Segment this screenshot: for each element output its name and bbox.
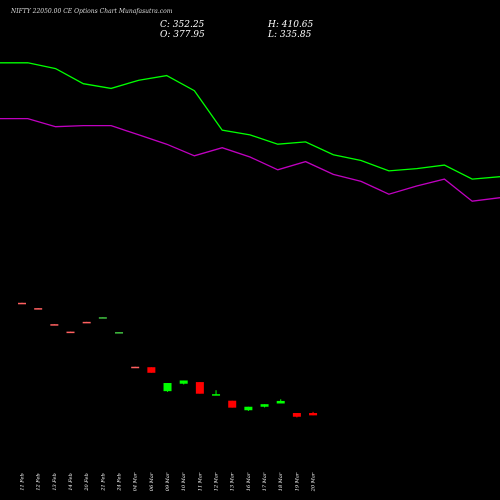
x-tick-label: 18 Mar bbox=[278, 472, 284, 491]
candle-body bbox=[131, 366, 140, 369]
x-tick-label: 24 Feb bbox=[117, 473, 123, 491]
x-tick-label: 11 Feb bbox=[20, 473, 26, 490]
close-value: C: 352.25 bbox=[160, 20, 205, 30]
x-tick-label: 09 Mar bbox=[165, 472, 171, 491]
x-tick-label: 04 Mar bbox=[133, 472, 139, 491]
candle-body bbox=[276, 400, 285, 404]
candle-body bbox=[66, 331, 75, 334]
indicator-line-2 bbox=[0, 117, 500, 202]
x-tick-label: 11 Mar bbox=[197, 472, 203, 491]
x-tick-label: 17 Mar bbox=[262, 472, 268, 491]
candle-body bbox=[244, 406, 253, 411]
x-tick-label: 12 Feb bbox=[36, 473, 42, 490]
open-value: O: 377.95 bbox=[160, 30, 205, 40]
candle-body bbox=[228, 400, 237, 408]
candle-body bbox=[179, 380, 188, 384]
candle-body bbox=[212, 394, 221, 396]
candle-body bbox=[18, 302, 26, 305]
candle-body bbox=[260, 404, 269, 407]
candle-body bbox=[147, 367, 156, 373]
candle-body bbox=[292, 413, 301, 417]
x-tick-label: 13 Feb bbox=[52, 473, 58, 490]
indicator-line-1 bbox=[0, 62, 500, 180]
x-tick-label: 10 Mar bbox=[181, 472, 187, 491]
candle-body bbox=[163, 383, 172, 392]
candle-body bbox=[34, 308, 43, 310]
x-tick-label: 13 Mar bbox=[230, 472, 236, 491]
x-tick-label: 16 Mar bbox=[246, 472, 252, 491]
x-tick-label: 06 Mar bbox=[149, 472, 155, 491]
high-value: H: 410.65 bbox=[268, 20, 314, 30]
low-value: L: 335.85 bbox=[268, 30, 312, 40]
candle-body bbox=[195, 382, 204, 394]
x-tick-label: 20 Feb bbox=[84, 473, 90, 491]
chart-title: NIFTY 22050.00 CE Options Chart Munafasu… bbox=[11, 8, 173, 15]
x-tick-label: 21 Feb bbox=[100, 473, 106, 491]
candle-body bbox=[98, 317, 107, 319]
x-tick-label: 20 Mar bbox=[311, 472, 317, 492]
x-tick-label: 19 Mar bbox=[294, 472, 300, 491]
candle-body bbox=[50, 324, 59, 326]
candle-body bbox=[115, 332, 124, 334]
candle-body bbox=[309, 413, 318, 416]
x-tick-label: 14 Feb bbox=[68, 473, 74, 490]
x-tick-label: 12 Mar bbox=[214, 472, 220, 491]
candle-body bbox=[82, 321, 91, 324]
